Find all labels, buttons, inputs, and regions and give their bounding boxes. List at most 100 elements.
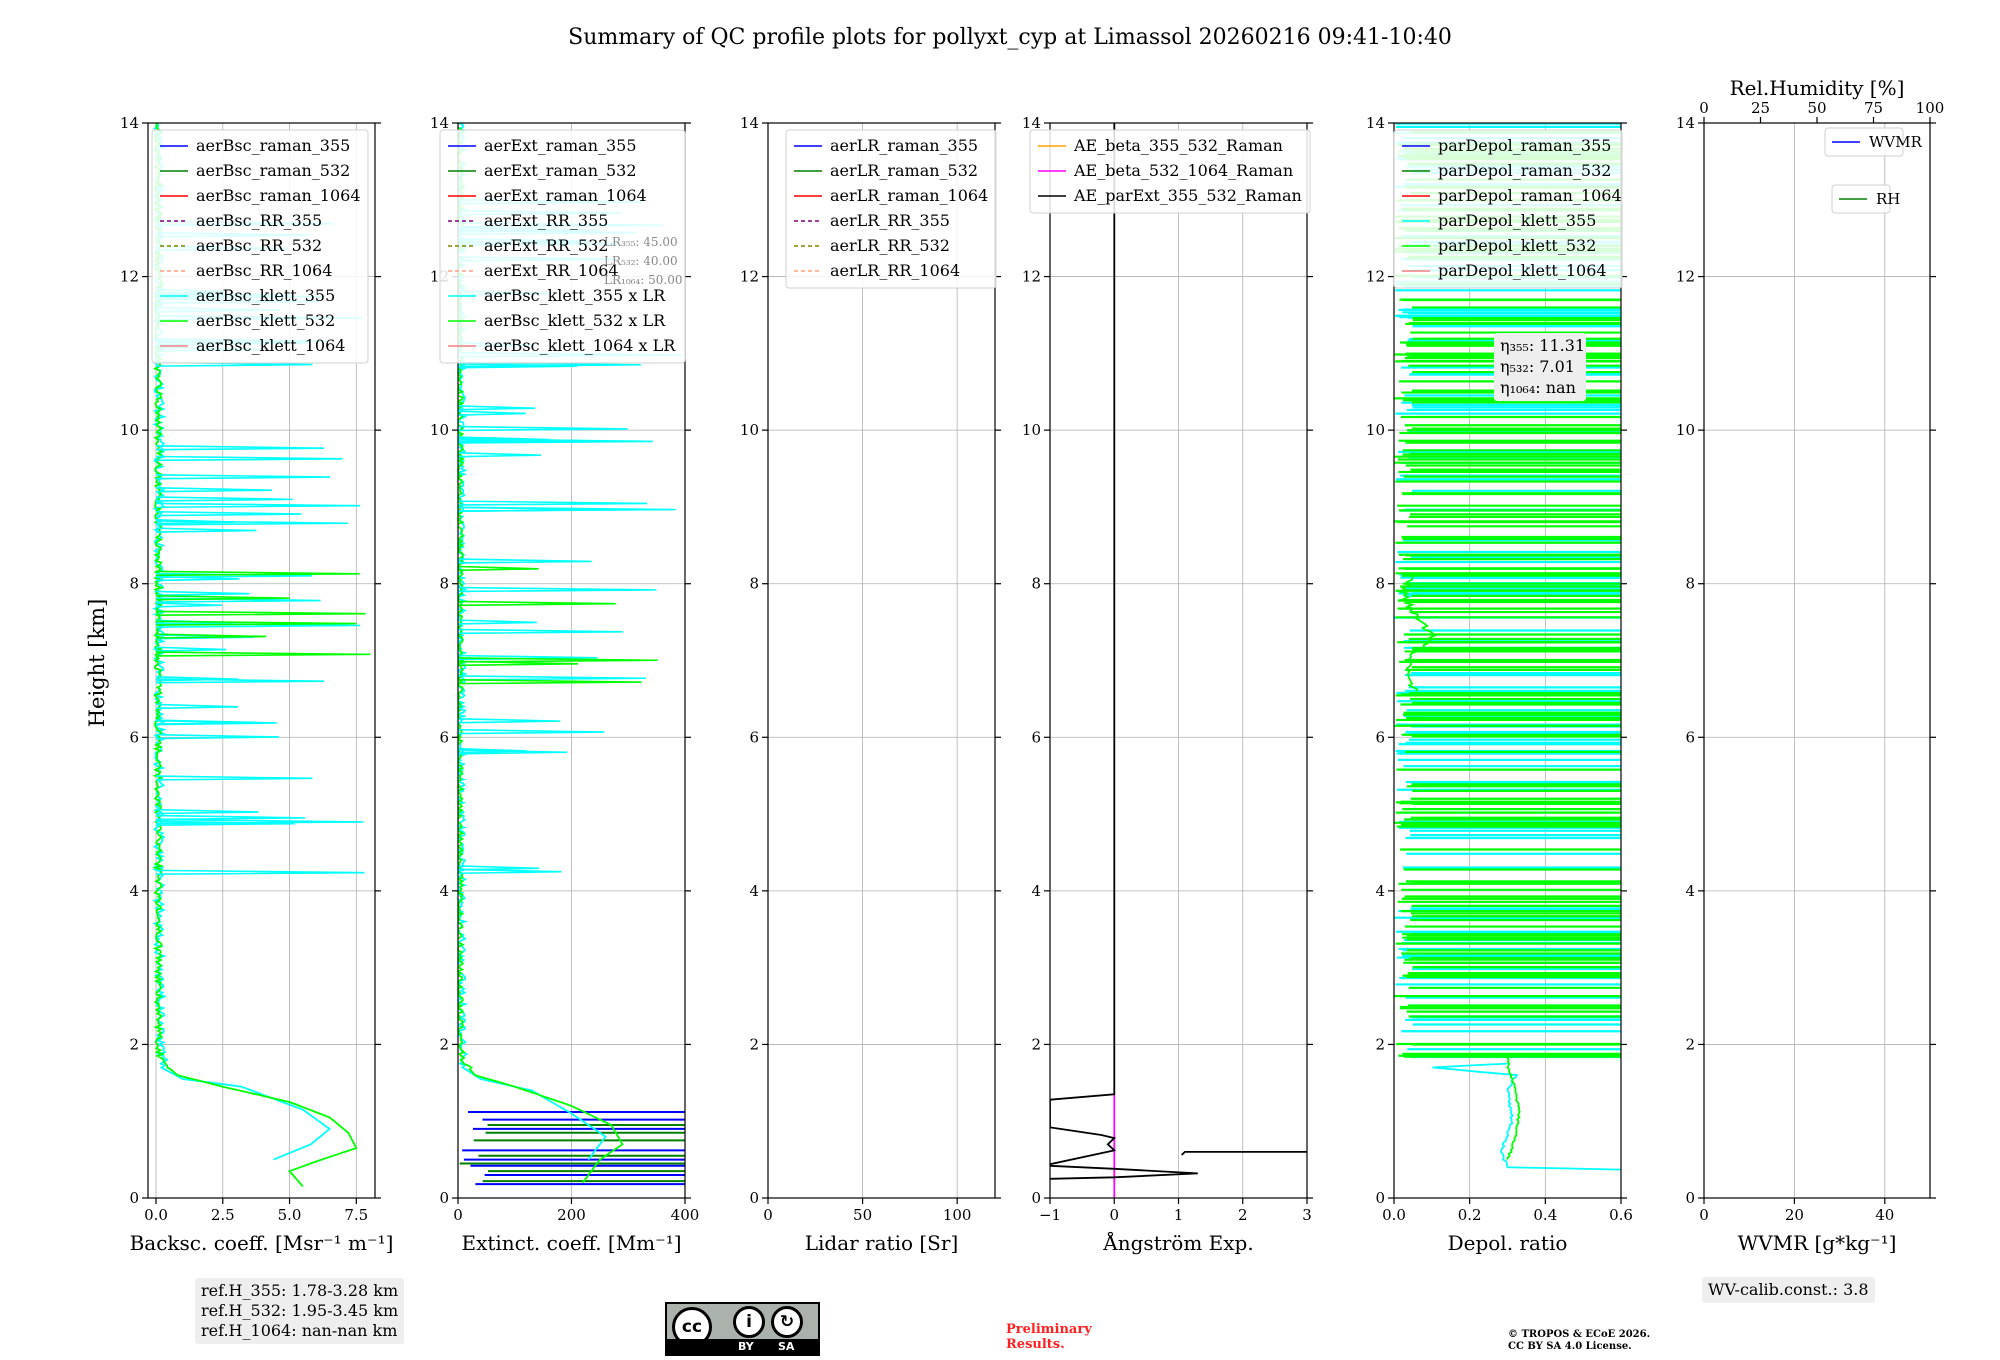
- axes-frame-lr: [767, 122, 996, 1199]
- x-tick-label-ae: 1: [1174, 1206, 1184, 1224]
- attribution-icon: i: [733, 1306, 765, 1338]
- y-tick-label-bsc: 8: [129, 575, 139, 593]
- x-tick-label-lr: 0: [763, 1206, 773, 1224]
- aerBsc_klett_532: [156, 620, 357, 626]
- y-axis-label: Height [km]: [85, 599, 109, 728]
- legend-entry: parDepol_raman_1064: [1438, 186, 1622, 205]
- y-tick-label-ae: 2: [1031, 1035, 1041, 1053]
- eta-annotation: η₃₅₅: 11.31: [1500, 336, 1585, 355]
- legend-entry: aerBsc_klett_355 x LR: [484, 286, 666, 305]
- y-tick-label-lr: 14: [740, 114, 759, 132]
- panel-depol: 0.0 0.2 0.4 0.6 0 2 4 6 8 10 12 14 Depol. ratio parDe…: [1366, 114, 1633, 1255]
- x-tick-label-depol: 0.4: [1533, 1206, 1557, 1224]
- aerBsc_klett_355: [156, 445, 325, 451]
- wv-calib-box: WV-calib.const.: 3.8: [1702, 1277, 1875, 1303]
- copyright-line-2: CC BY SA 4.0 License.: [1508, 1341, 1632, 1352]
- aerBsc_klett_355 x LR: [458, 868, 562, 875]
- aerBsc_klett_532: [156, 610, 366, 617]
- aerBsc_klett_355: [155, 733, 280, 740]
- aerBsc_klett_532: [155, 595, 290, 601]
- legend-entry: aerLR_RR_1064: [830, 261, 960, 280]
- aerBsc_klett_355: [155, 496, 293, 502]
- aerBsc_klett_355 x LR: [458, 675, 647, 681]
- y-tick-label-lr: 0: [749, 1189, 759, 1207]
- aerBsc_klett_355: [155, 703, 239, 710]
- y-tick-label-ae: 6: [1031, 728, 1041, 746]
- reference-height-box: ref.H_355: 1.78-3.28 km ref.H_532: 1.95-…: [195, 1278, 405, 1344]
- x-tick-label-depol: 0.0: [1382, 1206, 1406, 1224]
- aerBsc_klett_355: [155, 808, 259, 815]
- x-tick-label-wv: 0: [1699, 1206, 1709, 1224]
- aerBsc_klett_355: [156, 869, 365, 876]
- y-tick-label-ext: 14: [430, 114, 449, 132]
- legend-entry: aerBsc_raman_1064: [196, 186, 361, 205]
- legend-bsc: aerBsc_raman_355 aerBsc_raman_532 aerBsc_r…: [151, 129, 369, 364]
- legend-entry: aerLR_raman_355: [830, 136, 978, 155]
- axes-frame-bsc: [147, 122, 376, 1199]
- y-tick-label-ext: 10: [430, 421, 449, 439]
- cc-band: [667, 1339, 818, 1354]
- x-tick-label-ae: 2: [1238, 1206, 1248, 1224]
- y-tick-label-wv: 4: [1685, 882, 1695, 900]
- aerBsc_klett_355 x LR: [458, 410, 527, 416]
- y-tick-label-wv: 2: [1685, 1035, 1695, 1053]
- aerBsc_klett_355 x LR: [458, 558, 592, 564]
- y-tick-label-lr: 4: [749, 882, 759, 900]
- eta-box: [1494, 333, 1586, 401]
- x-tick-label-bsc: 2.5: [211, 1206, 235, 1224]
- aerBsc_klett_355: [155, 518, 235, 525]
- x-tick-label-depol: 0.2: [1458, 1206, 1482, 1224]
- x-axis-label-ae: Ångström Exp.: [1102, 1230, 1253, 1255]
- x-axis-label-bsc: Backsc. coeff. [Msr⁻¹ m⁻¹]: [130, 1231, 394, 1255]
- aerBsc_klett_355: [155, 719, 277, 726]
- refH-1064: ref.H_1064: nan-nan km: [201, 1321, 398, 1340]
- legend-entry: aerLR_RR_532: [830, 236, 950, 255]
- x-tick-label-lr: 50: [853, 1206, 872, 1224]
- legend-entry: WVMR: [1869, 133, 1923, 151]
- legend-entry: aerBsc_RR_532: [196, 236, 322, 255]
- figure-title: Summary of QC profile plots for pollyxt_…: [568, 25, 1452, 50]
- AE_parExt_355_532_Raman: [1181, 1151, 1307, 1156]
- y-tick-label-ext: 6: [439, 728, 449, 746]
- aerBsc_klett_355: [155, 575, 240, 582]
- refH-355: ref.H_355: 1.78-3.28 km: [201, 1281, 399, 1300]
- y-tick-label-depol: 6: [1375, 728, 1385, 746]
- legend-entry: RH: [1876, 190, 1900, 208]
- y-tick-label-ext: 4: [439, 882, 449, 900]
- legend-box: [1393, 129, 1623, 289]
- legend-entry: parDepol_raman_532: [1438, 161, 1611, 180]
- x-tick-label-bsc: 5.0: [278, 1206, 302, 1224]
- legend-entry: AE_beta_355_532_Raman: [1073, 136, 1283, 155]
- y-tick-label-bsc: 12: [120, 268, 139, 286]
- y-tick-label-ae: 12: [1022, 268, 1041, 286]
- x-axis-label-ext: Extinct. coeff. [Mm⁻¹]: [461, 1231, 681, 1255]
- y-tick-label-ae: 8: [1031, 575, 1041, 593]
- wv-calib-text: WV-calib.const.: 3.8: [1708, 1280, 1869, 1299]
- legend-entry: aerBsc_klett_355: [196, 286, 335, 305]
- y-tick-label-ext: 0: [439, 1189, 449, 1207]
- y-tick-label-ext: 2: [439, 1035, 449, 1053]
- aerBsc_klett_355: [155, 510, 302, 517]
- y-tick-label-depol: 4: [1375, 882, 1385, 900]
- aerBsc_klett_355: [155, 590, 250, 597]
- top-x-tick-label: 100: [1916, 99, 1945, 117]
- y-tick-label-wv: 0: [1685, 1189, 1695, 1207]
- AE_parExt_355_532_Raman: [1050, 123, 1198, 1180]
- aerBsc_klett_355: [155, 775, 313, 781]
- legend-box: [1824, 127, 1904, 157]
- y-tick-label-bsc: 0: [129, 1189, 139, 1207]
- y-tick-label-ae: 0: [1031, 1189, 1041, 1207]
- legend-box: [151, 129, 369, 364]
- aerBsc_klett_355 x LR: [458, 500, 648, 506]
- y-tick-label-bsc: 2: [129, 1035, 139, 1053]
- legend-entry: aerBsc_raman_355: [196, 136, 350, 155]
- refH-532: ref.H_532: 1.95-3.45 km: [201, 1301, 399, 1320]
- y-tick-label-bsc: 6: [129, 728, 139, 746]
- legend-entry: aerExt_RR_1064: [484, 261, 619, 280]
- y-tick-label-bsc: 4: [129, 882, 139, 900]
- x-tick-label-ext: 200: [557, 1206, 586, 1224]
- aerBsc_klett_532: [156, 570, 360, 577]
